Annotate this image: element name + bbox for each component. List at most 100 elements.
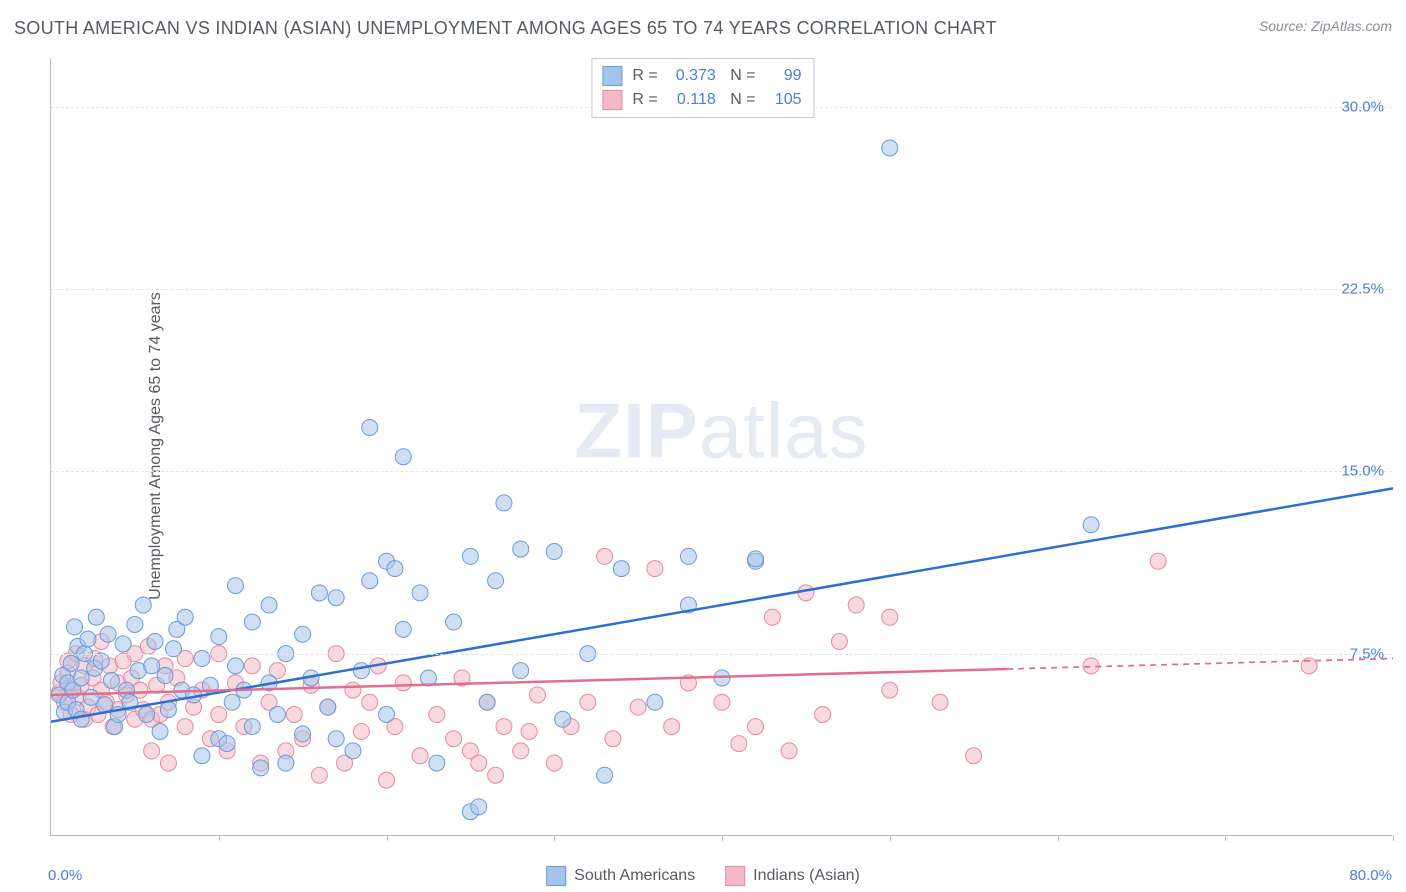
y-tick-label: 7.5%: [1350, 645, 1384, 662]
data-point: [479, 694, 495, 710]
data-point: [513, 541, 529, 557]
data-point: [244, 719, 260, 735]
correlation-legend: R = 0.373 N = 99 R = 0.118 N = 105: [591, 58, 814, 118]
x-tick: [219, 835, 220, 841]
data-point: [269, 706, 285, 722]
data-point: [311, 585, 327, 601]
data-point: [362, 694, 378, 710]
n-label-2: N =: [726, 88, 756, 112]
trend-line: [51, 488, 1393, 721]
data-point: [103, 672, 119, 688]
r-value-1: 0.373: [668, 64, 716, 88]
data-point: [546, 755, 562, 771]
data-point: [848, 597, 864, 613]
data-point: [1150, 553, 1166, 569]
swatch-series-2: [602, 90, 622, 110]
x-tick: [890, 835, 891, 841]
gridline-h: [51, 289, 1392, 290]
data-point: [471, 799, 487, 815]
data-point: [748, 551, 764, 567]
series-legend: South Americans Indians (Asian): [546, 866, 860, 886]
chart-title: SOUTH AMERICAN VS INDIAN (ASIAN) UNEMPLO…: [14, 18, 997, 39]
data-point: [253, 760, 269, 776]
data-point: [798, 585, 814, 601]
data-point: [73, 670, 89, 686]
data-point: [295, 626, 311, 642]
data-point: [521, 723, 537, 739]
x-tick: [1393, 835, 1394, 841]
data-point: [714, 694, 730, 710]
data-point: [513, 743, 529, 759]
data-point: [379, 706, 395, 722]
data-point: [1083, 517, 1099, 533]
data-point: [488, 767, 504, 783]
data-point: [224, 694, 240, 710]
legend-swatch-1: [546, 866, 566, 886]
data-point: [362, 420, 378, 436]
data-point: [932, 694, 948, 710]
data-point: [462, 548, 478, 564]
n-label-1: N =: [726, 64, 756, 88]
chart-header: SOUTH AMERICAN VS INDIAN (ASIAN) UNEMPLO…: [14, 18, 1392, 39]
swatch-series-1: [602, 66, 622, 86]
data-point: [328, 590, 344, 606]
x-tick: [722, 835, 723, 841]
data-point: [88, 609, 104, 625]
data-point: [100, 626, 116, 642]
data-point: [446, 614, 462, 630]
data-point: [144, 658, 160, 674]
data-point: [580, 694, 596, 710]
data-point: [781, 743, 797, 759]
data-point: [966, 748, 982, 764]
x-tick: [1058, 835, 1059, 841]
data-point: [127, 616, 143, 632]
data-point: [882, 682, 898, 698]
data-point: [387, 561, 403, 577]
data-point: [80, 631, 96, 647]
data-point: [244, 658, 260, 674]
x-tick: [1225, 835, 1226, 841]
data-point: [244, 614, 260, 630]
data-point: [228, 658, 244, 674]
data-point: [63, 655, 79, 671]
data-point: [345, 682, 361, 698]
data-point: [496, 495, 512, 511]
data-point: [345, 743, 361, 759]
trend-line: [51, 669, 1007, 695]
data-point: [160, 755, 176, 771]
data-point: [513, 663, 529, 679]
x-axis-max-label: 80.0%: [1349, 867, 1392, 884]
data-point: [211, 706, 227, 722]
data-point: [328, 731, 344, 747]
r-label-2: R =: [632, 88, 657, 112]
data-point: [115, 636, 131, 652]
data-point: [177, 609, 193, 625]
data-point: [395, 449, 411, 465]
data-point: [177, 719, 193, 735]
r-label-1: R =: [632, 64, 657, 88]
data-point: [228, 578, 244, 594]
data-point: [613, 561, 629, 577]
gridline-h: [51, 654, 1392, 655]
data-point: [144, 743, 160, 759]
data-point: [412, 748, 428, 764]
gridline-h: [51, 471, 1392, 472]
data-point: [647, 561, 663, 577]
data-point: [471, 755, 487, 771]
correlation-row-1: R = 0.373 N = 99: [602, 64, 801, 88]
data-point: [320, 699, 336, 715]
x-tick: [387, 835, 388, 841]
data-point: [630, 699, 646, 715]
data-point: [135, 597, 151, 613]
correlation-row-2: R = 0.118 N = 105: [602, 88, 801, 112]
data-point: [157, 668, 173, 684]
data-point: [93, 653, 109, 669]
data-point: [66, 619, 82, 635]
data-point: [882, 609, 898, 625]
data-point: [429, 755, 445, 771]
scatter-plot-svg: [51, 58, 1392, 835]
data-point: [261, 597, 277, 613]
trend-line-extrapolated: [1007, 659, 1393, 669]
source-attribution: Source: ZipAtlas.com: [1259, 18, 1392, 34]
data-point: [139, 706, 155, 722]
